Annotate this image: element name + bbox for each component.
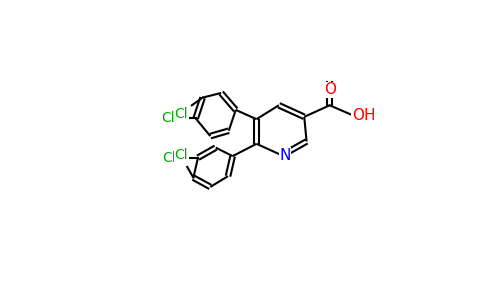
Text: Cl: Cl [162, 151, 176, 165]
Text: Cl: Cl [161, 111, 175, 125]
Text: N: N [279, 148, 291, 163]
Text: O: O [324, 82, 336, 98]
Text: Cl: Cl [174, 148, 188, 162]
Text: Cl: Cl [174, 107, 188, 121]
Text: OH: OH [352, 108, 375, 123]
